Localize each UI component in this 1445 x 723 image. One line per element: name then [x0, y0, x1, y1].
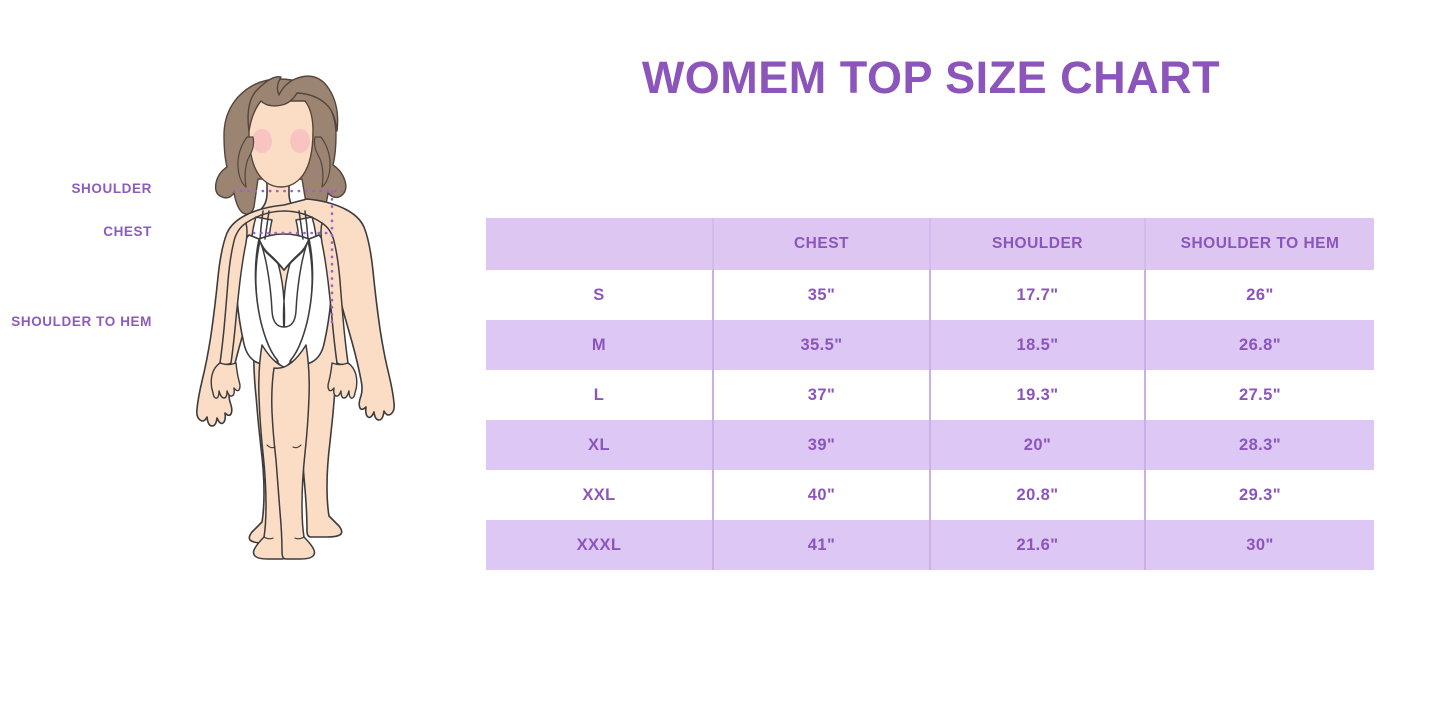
- table-row: M 35.5" 18.5" 26.8": [486, 320, 1374, 370]
- knee-left: [266, 444, 276, 449]
- cell-shoulder-to-hem: 27.5": [1145, 370, 1374, 420]
- cell-shoulder-to-hem: 26": [1145, 270, 1374, 320]
- callout-label-chest: CHEST: [103, 224, 152, 239]
- hair-front: [247, 75, 339, 132]
- column-header-shoulder-to-hem: SHOULDER TO HEM: [1145, 218, 1374, 270]
- cell-size: XXXL: [486, 520, 714, 570]
- column-header-size: [486, 218, 714, 270]
- cell-shoulder-to-hem: 26.8": [1145, 320, 1374, 370]
- cell-chest: 35": [713, 270, 931, 320]
- column-header-shoulder: SHOULDER: [930, 218, 1146, 270]
- strap-left: [259, 210, 264, 240]
- shoulder-line: [245, 210, 323, 224]
- cell-size: XL: [486, 420, 714, 470]
- cell-size: S: [486, 270, 714, 320]
- table-body: S 35" 17.7" 26" M 35.5" 18.5" 26.8" L 37…: [486, 270, 1374, 570]
- strap-right: [304, 210, 309, 240]
- cell-shoulder: 20": [930, 420, 1146, 470]
- blush-left-icon: [252, 129, 272, 153]
- table-row: XL 39" 20" 28.3": [486, 420, 1374, 470]
- cell-size: M: [486, 320, 714, 370]
- knee-right: [292, 444, 302, 449]
- table-row: XXXL 41" 21.6" 30": [486, 520, 1374, 570]
- cell-shoulder-to-hem: 30": [1145, 520, 1374, 570]
- cell-shoulder: 18.5": [930, 320, 1146, 370]
- hair-wisp-right: [313, 136, 331, 188]
- figure-panel: SHOULDER CHEST SHOULDER TO HEM: [0, 0, 470, 723]
- table-row: XXL 40" 20.8" 29.3": [486, 470, 1374, 520]
- cell-chest: 41": [713, 520, 931, 570]
- callout-label-shoulder-to-hem: SHOULDER TO HEM: [11, 314, 152, 329]
- callout-label-shoulder: SHOULDER: [71, 181, 152, 196]
- hand-left: [210, 362, 241, 399]
- cell-shoulder-to-hem: 29.3": [1145, 470, 1374, 520]
- female-body-figure-illustration: [196, 75, 395, 560]
- cell-shoulder: 19.3": [930, 370, 1146, 420]
- blush-right-icon: [290, 129, 310, 153]
- leg-right: [271, 344, 316, 560]
- cell-size: L: [486, 370, 714, 420]
- cell-chest: 37": [713, 370, 931, 420]
- hand-right: [327, 362, 358, 399]
- cell-chest: 35.5": [713, 320, 931, 370]
- column-header-chest: CHEST: [713, 218, 931, 270]
- cell-shoulder: 20.8": [930, 470, 1146, 520]
- ankle-right: [294, 536, 305, 540]
- cell-shoulder-to-hem: 28.3": [1145, 420, 1374, 470]
- cell-size: XXL: [486, 470, 714, 520]
- cell-chest: 40": [713, 470, 931, 520]
- hair-wisp-left: [237, 136, 255, 188]
- page-title: WOMEM TOP SIZE CHART: [641, 52, 1221, 103]
- size-chart-table: CHEST SHOULDER SHOULDER TO HEM S 35" 17.…: [486, 218, 1374, 570]
- table-header-row: CHEST SHOULDER SHOULDER TO HEM: [486, 218, 1374, 270]
- table-row: S 35" 17.7" 26": [486, 270, 1374, 320]
- cell-shoulder: 21.6": [930, 520, 1146, 570]
- table-row: L 37" 19.3" 27.5": [486, 370, 1374, 420]
- table-head: CHEST SHOULDER SHOULDER TO HEM: [486, 218, 1374, 270]
- ankle-left: [263, 536, 274, 540]
- cell-shoulder: 17.7": [930, 270, 1146, 320]
- cell-chest: 39": [713, 420, 931, 470]
- size-table-container: CHEST SHOULDER SHOULDER TO HEM S 35" 17.…: [486, 218, 1374, 570]
